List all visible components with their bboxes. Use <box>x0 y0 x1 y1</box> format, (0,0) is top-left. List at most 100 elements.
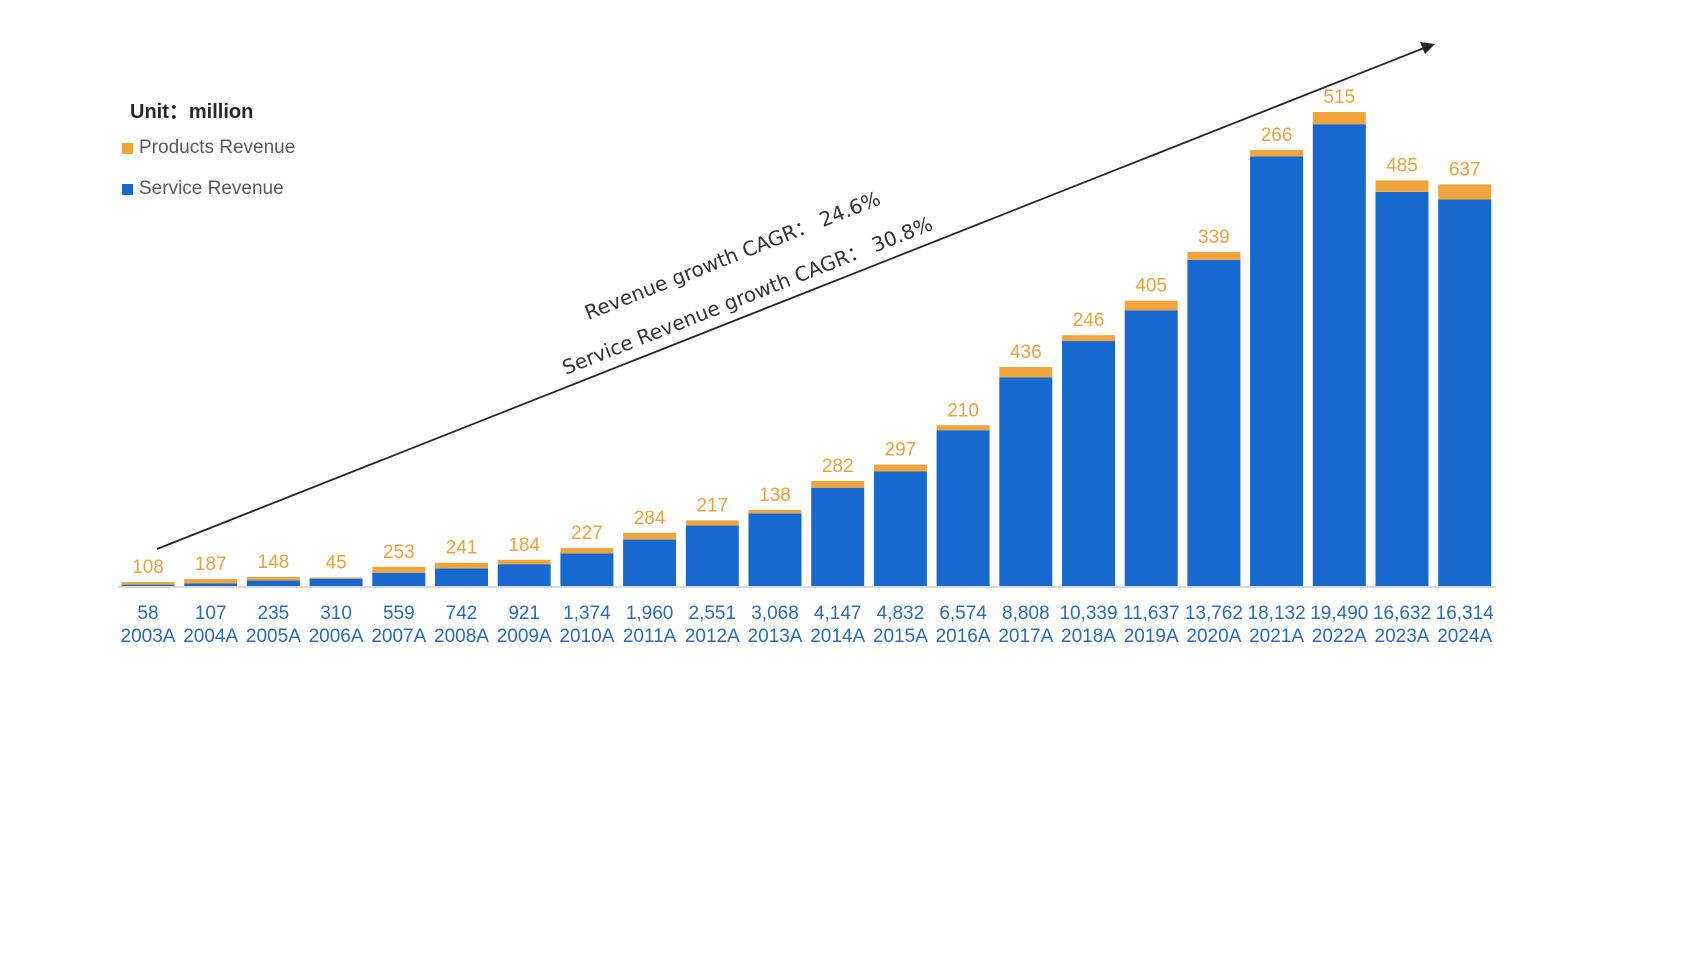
label-service-2010A: 1,374 <box>563 603 611 624</box>
label-service-2017A: 8,808 <box>1002 603 1050 624</box>
bar-service-2024A <box>1438 199 1492 586</box>
label-products-2020A: 339 <box>1198 227 1230 248</box>
label-products-2012A: 217 <box>696 495 728 516</box>
x-tick-2024A: 2024A <box>1437 626 1492 647</box>
label-products-2018A: 246 <box>1073 310 1105 331</box>
label-service-2012A: 2,551 <box>689 603 737 624</box>
label-products-2017A: 436 <box>1010 342 1042 363</box>
x-tick-2008A: 2008A <box>434 626 489 647</box>
label-service-2022A: 19,490 <box>1310 603 1368 624</box>
label-service-2018A: 10,339 <box>1059 603 1117 624</box>
bar-service-2018A <box>1062 341 1115 586</box>
bar-service-2014A <box>811 487 865 586</box>
x-tick-2014A: 2014A <box>810 626 865 647</box>
bar-products-2004A <box>184 579 238 584</box>
label-service-2005A: 235 <box>258 603 290 624</box>
label-service-2013A: 3,068 <box>751 603 799 624</box>
bar-service-2010A <box>560 553 614 586</box>
x-tick-2023A: 2023A <box>1375 626 1430 647</box>
legend-swatch-service <box>122 183 133 195</box>
bar-products-2016A <box>936 425 990 431</box>
label-products-2013A: 138 <box>759 485 791 506</box>
bar-products-2003A <box>121 582 175 585</box>
x-tick-2011A: 2011A <box>623 626 677 647</box>
bar-products-2005A <box>246 576 300 581</box>
label-service-2015A: 4,832 <box>877 603 925 624</box>
x-tick-2016A: 2016A <box>936 626 991 647</box>
x-tick-2004A: 2004A <box>183 626 238 647</box>
bar-products-2024A <box>1438 184 1492 200</box>
x-tick-2018A: 2018A <box>1061 626 1116 647</box>
bar-service-2015A <box>873 471 927 586</box>
bar-service-2003A <box>121 584 175 586</box>
label-service-2016A: 6,574 <box>939 603 987 624</box>
x-tick-2013A: 2013A <box>748 626 803 647</box>
trend-arrowhead-icon <box>1420 42 1435 54</box>
bar-products-2009A <box>497 559 551 565</box>
bar-products-2020A <box>1187 251 1241 260</box>
x-tick-2009A: 2009A <box>497 626 552 647</box>
x-tick-2021A: 2021A <box>1249 626 1304 647</box>
x-tick-2020A: 2020A <box>1186 626 1241 647</box>
bar-service-2023A <box>1375 191 1429 587</box>
x-tick-2007A: 2007A <box>371 626 426 647</box>
label-products-2006A: 45 <box>326 553 347 574</box>
label-service-2011A: 1,960 <box>626 603 674 624</box>
bar-service-2022A <box>1312 124 1366 586</box>
label-service-2008A: 742 <box>446 603 478 624</box>
bar-service-2012A <box>685 525 739 586</box>
label-service-2014A: 4,147 <box>814 603 862 624</box>
x-tick-2003A: 2003A <box>121 626 176 647</box>
bar-service-2005A <box>246 580 300 586</box>
label-products-2014A: 282 <box>822 456 854 477</box>
bar-products-2021A <box>1250 150 1304 157</box>
label-products-2022A: 515 <box>1323 87 1355 108</box>
bar-service-2006A <box>309 578 363 586</box>
label-products-2021A: 266 <box>1261 125 1293 146</box>
bar-service-2016A <box>936 430 990 586</box>
bar-products-2008A <box>435 562 488 569</box>
label-products-2016A: 210 <box>947 400 979 421</box>
label-service-2009A: 921 <box>508 603 540 624</box>
bar-products-2014A <box>811 481 865 488</box>
x-tick-2005A: 2005A <box>246 626 301 647</box>
bar-service-2009A <box>497 564 551 586</box>
legend-label-service: Service Revenue <box>139 178 284 199</box>
label-products-2024A: 637 <box>1449 159 1481 180</box>
legend-label-products: Products Revenue <box>139 137 296 158</box>
x-tick-2017A: 2017A <box>998 626 1053 647</box>
label-products-2009A: 184 <box>508 535 540 556</box>
label-products-2011A: 284 <box>634 508 666 529</box>
x-tick-2019A: 2019A <box>1124 626 1179 647</box>
legend-products: Products Revenue <box>122 137 295 159</box>
bar-products-2007A <box>372 566 426 573</box>
label-products-2008A: 241 <box>446 538 478 559</box>
label-products-2015A: 297 <box>885 439 917 460</box>
label-products-2019A: 405 <box>1135 276 1167 297</box>
bar-products-2006A <box>309 577 363 579</box>
bar-products-2018A <box>1062 335 1115 342</box>
bar-products-2013A <box>748 510 802 514</box>
bar-service-2007A <box>372 572 426 586</box>
x-tick-2015A: 2015A <box>873 626 928 647</box>
bar-service-2020A <box>1187 259 1241 586</box>
label-service-2004A: 107 <box>195 603 227 624</box>
label-service-2006A: 310 <box>320 603 352 624</box>
bar-service-2013A <box>748 513 802 586</box>
bar-products-2010A <box>560 548 614 554</box>
bar-service-2021A <box>1250 156 1304 586</box>
bar-products-2015A <box>873 464 927 472</box>
bar-products-2017A <box>999 366 1053 378</box>
bar-service-2017A <box>999 377 1053 586</box>
legend-service: Service Revenue <box>122 178 284 200</box>
label-service-2021A: 18,132 <box>1248 603 1306 624</box>
bar-service-2004A <box>184 583 238 586</box>
bar-service-2011A <box>623 539 677 586</box>
bar-products-2019A <box>1124 300 1178 311</box>
unit-label: Unit：million <box>130 101 254 123</box>
label-products-2023A: 485 <box>1386 155 1418 176</box>
x-tick-2022A: 2022A <box>1312 626 1367 647</box>
bar-products-2022A <box>1312 112 1366 125</box>
bar-products-2012A <box>685 520 739 526</box>
